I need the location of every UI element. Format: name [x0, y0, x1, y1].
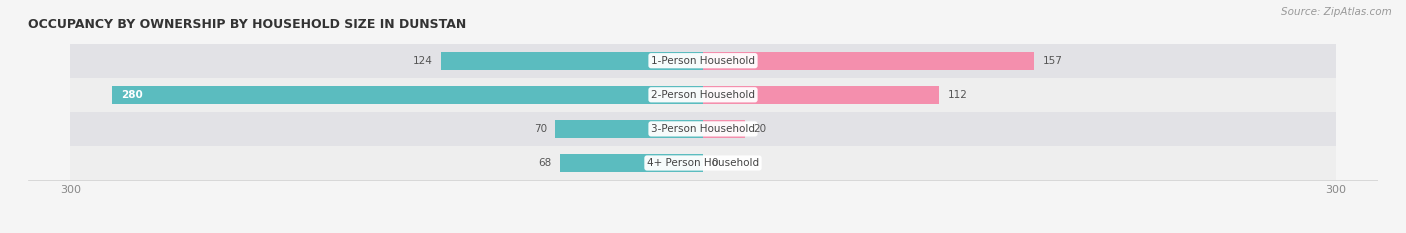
Bar [560, 154, 703, 172]
Text: 0: 0 [711, 158, 718, 168]
Text: 2-Person Household: 2-Person Household [651, 90, 755, 100]
Bar [555, 120, 703, 138]
Text: 157: 157 [1043, 56, 1063, 66]
Text: 280: 280 [121, 90, 142, 100]
Bar [70, 78, 1336, 112]
Text: 124: 124 [413, 56, 433, 66]
Bar [70, 44, 1336, 78]
Bar [703, 86, 939, 104]
Bar [703, 52, 1035, 70]
Legend: Owner-occupied, Renter-occupied: Owner-occupied, Renter-occupied [588, 230, 818, 233]
Bar [703, 120, 745, 138]
Text: 112: 112 [948, 90, 967, 100]
Bar [441, 52, 703, 70]
Text: OCCUPANCY BY OWNERSHIP BY HOUSEHOLD SIZE IN DUNSTAN: OCCUPANCY BY OWNERSHIP BY HOUSEHOLD SIZE… [28, 18, 467, 31]
Text: 4+ Person Household: 4+ Person Household [647, 158, 759, 168]
Bar [70, 112, 1336, 146]
Text: Source: ZipAtlas.com: Source: ZipAtlas.com [1281, 7, 1392, 17]
Text: 20: 20 [754, 124, 766, 134]
Text: 70: 70 [534, 124, 547, 134]
Text: 1-Person Household: 1-Person Household [651, 56, 755, 66]
Text: 68: 68 [538, 158, 551, 168]
Bar [112, 86, 703, 104]
Text: 3-Person Household: 3-Person Household [651, 124, 755, 134]
Bar [70, 146, 1336, 180]
